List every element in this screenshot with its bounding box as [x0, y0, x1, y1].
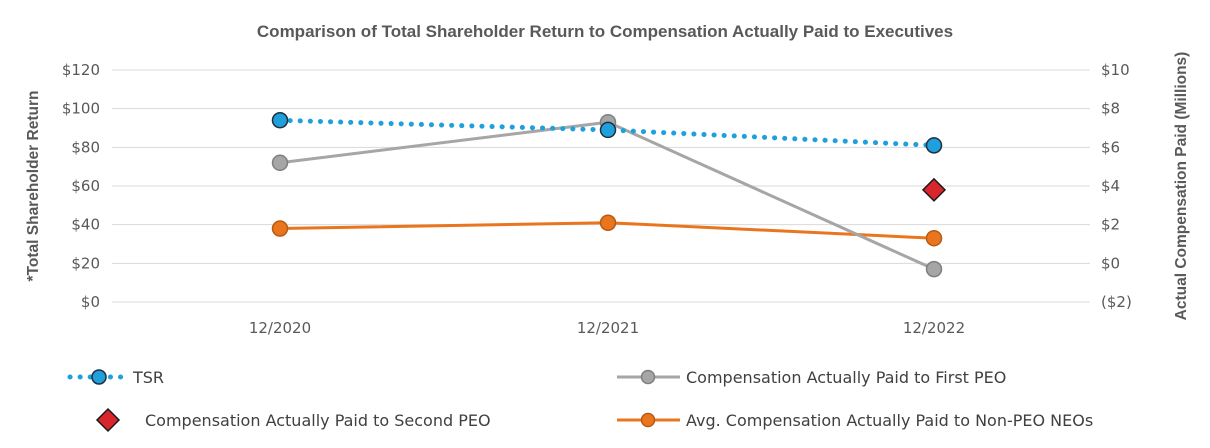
legend-tsr-label: TSR [132, 368, 164, 387]
right-tick-label: ($2) [1101, 293, 1132, 311]
right-tick-label: $6 [1101, 138, 1120, 156]
x-tick-label: 12/2022 [903, 319, 965, 337]
legend-tsr-marker [91, 369, 107, 385]
legend-second-peo-marker [95, 407, 121, 433]
chart-title: Comparison of Total Shareholder Return t… [257, 22, 953, 41]
x-tick-label: 12/2021 [577, 319, 639, 337]
x-tick-label: 12/2020 [249, 319, 311, 337]
left-tick-label: $40 [71, 216, 100, 234]
legend-item-first-peo: Compensation Actually Paid to First PEO [617, 368, 1006, 387]
legend-item-tsr: TSR [67, 368, 164, 387]
left-tick-label: $120 [62, 61, 100, 79]
legend-first-peo-marker [640, 369, 656, 385]
series-layer [271, 112, 947, 278]
right-tick-label: $0 [1101, 254, 1120, 272]
legend-first-peo-label: Compensation Actually Paid to First PEO [686, 368, 1006, 387]
left-tick-label: $20 [71, 254, 100, 272]
left-tick-label: $0 [81, 293, 100, 311]
point-non-peo [599, 214, 617, 231]
series-line-first-peo [279, 120, 935, 271]
left-axis-ticks: $0 $20 $40 $60 $80 $100 $120 [62, 61, 100, 311]
right-tick-label: $8 [1101, 100, 1120, 118]
point-tsr [599, 121, 617, 139]
point-first-peo [925, 260, 943, 278]
legend-non-peo-marker [640, 412, 656, 428]
point-second-peo [921, 177, 947, 202]
right-tick-label: $4 [1101, 177, 1120, 195]
legend-item-non-peo: Avg. Compensation Actually Paid to Non-P… [617, 411, 1093, 430]
left-axis-title: *Total Shareholder Return [25, 91, 42, 282]
left-tick-label: $60 [71, 177, 100, 195]
x-axis-ticks: 12/2020 12/2021 12/2022 [249, 319, 965, 337]
legend-second-peo-label: Compensation Actually Paid to Second PEO [145, 411, 491, 430]
point-tsr [271, 112, 289, 129]
right-tick-label: $10 [1101, 61, 1130, 79]
point-non-peo [271, 220, 289, 237]
point-non-peo [925, 229, 943, 247]
left-tick-label: $100 [62, 100, 100, 118]
point-tsr [925, 137, 943, 154]
legend-non-peo-label: Avg. Compensation Actually Paid to Non-P… [686, 411, 1093, 430]
legend: TSR Compensation Actually Paid to First … [67, 368, 1093, 433]
point-first-peo [271, 154, 289, 172]
right-tick-label: $2 [1101, 216, 1120, 234]
right-axis-title: Actual Compensation Paid (Millions) [1173, 52, 1190, 321]
legend-item-second-peo: Compensation Actually Paid to Second PEO [95, 407, 491, 433]
gridlines [112, 69, 1090, 303]
series-line-tsr [277, 117, 937, 148]
right-axis-ticks: ($2) $0 $2 $4 $6 $8 $10 [1101, 61, 1132, 311]
left-tick-label: $80 [71, 138, 100, 156]
